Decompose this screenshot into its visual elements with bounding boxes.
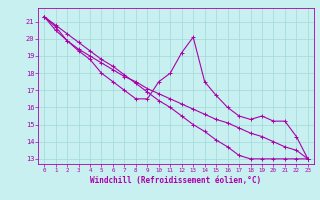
X-axis label: Windchill (Refroidissement éolien,°C): Windchill (Refroidissement éolien,°C): [91, 176, 261, 185]
